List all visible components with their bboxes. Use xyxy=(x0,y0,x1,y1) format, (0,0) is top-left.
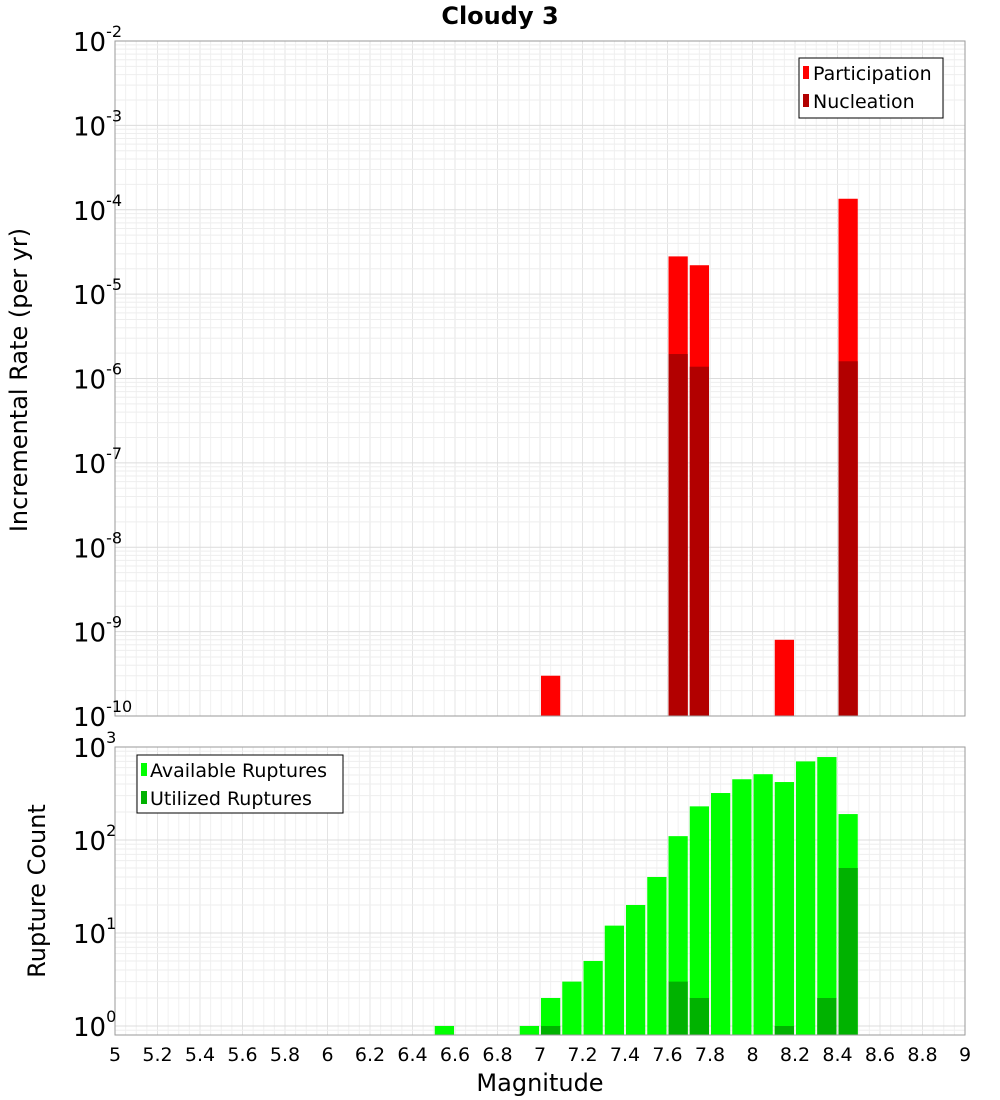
bottom-bar-utilized-ruptures xyxy=(774,1025,794,1035)
bottom-y-axis-label: Rupture Count xyxy=(23,804,51,978)
xtick-label: 6.2 xyxy=(355,1044,385,1066)
top-ytick-label: 10-9 xyxy=(73,613,122,649)
xtick-label: 5 xyxy=(109,1044,121,1066)
bottom-y-ticks: 100 101 102 103 xyxy=(73,728,116,1043)
top-plot-border xyxy=(114,40,966,717)
top-legend-box xyxy=(798,57,944,119)
bottom-legend-box xyxy=(136,754,344,814)
bottom-bar-utilized-ruptures xyxy=(689,997,709,1035)
xtick-label: 7.4 xyxy=(610,1044,640,1066)
x-axis-label: Magnitude xyxy=(476,1069,603,1097)
xtick-label: 5.4 xyxy=(185,1044,215,1066)
bottom-ytick-label: 101 xyxy=(73,914,116,950)
bottom-ytick-label: 103 xyxy=(73,728,116,764)
top-bar-nucleation xyxy=(689,366,709,716)
bottom-bar-available-ruptures xyxy=(519,1025,539,1035)
bottom-bar-available-ruptures xyxy=(434,1025,454,1035)
bottom-bar-utilized-ruptures xyxy=(817,997,837,1035)
xtick-label: 7 xyxy=(534,1044,546,1066)
legend-swatch-available xyxy=(141,763,147,776)
top-bars xyxy=(541,198,858,717)
bottom-bars xyxy=(434,757,858,1035)
top-grid xyxy=(114,40,966,717)
bottom-panel: 100 101 102 103 Rupture Count Available Rup… xyxy=(23,728,966,1043)
bottom-ytick-label: 102 xyxy=(73,821,116,857)
xtick-label: 6 xyxy=(321,1044,333,1066)
xtick-label: 6.4 xyxy=(397,1044,427,1066)
bottom-bar-available-ruptures xyxy=(796,761,816,1035)
xtick-label: 5.6 xyxy=(227,1044,257,1066)
xtick-label: 7.2 xyxy=(567,1044,597,1066)
bottom-plot-border xyxy=(114,746,966,1036)
top-ytick-label: 10-5 xyxy=(73,275,122,311)
bottom-bar-available-ruptures xyxy=(647,877,667,1035)
top-bar-nucleation xyxy=(668,354,688,716)
top-ytick-label: 10-8 xyxy=(73,528,122,564)
legend-swatch-nucleation xyxy=(803,94,809,107)
top-ytick-label: 10-2 xyxy=(73,22,122,58)
top-bar-nucleation xyxy=(838,361,858,716)
legend-label-nucleation: Nucleation xyxy=(813,91,915,113)
bottom-bar-available-ruptures xyxy=(774,782,794,1035)
top-ytick-label: 10-10 xyxy=(73,697,132,733)
top-ytick-label: 10-3 xyxy=(73,106,122,142)
xtick-label: 6.6 xyxy=(440,1044,470,1066)
legend-label-utilized: Utilized Ruptures xyxy=(150,788,312,810)
xtick-label: 8.4 xyxy=(822,1044,852,1066)
bottom-bar-utilized-ruptures xyxy=(541,1025,561,1035)
bottom-bar-available-ruptures xyxy=(626,904,646,1035)
xtick-label: 8.8 xyxy=(907,1044,937,1066)
legend-label-participation: Participation xyxy=(813,63,932,85)
top-ytick-label: 10-4 xyxy=(73,191,122,227)
bottom-legend: Available Ruptures Utilized Ruptures xyxy=(136,754,344,814)
bottom-bar-available-ruptures xyxy=(689,806,709,1035)
xtick-label: 9 xyxy=(959,1044,971,1066)
xtick-label: 8.6 xyxy=(865,1044,895,1066)
legend-swatch-participation xyxy=(803,66,809,79)
bottom-ytick-label: 100 xyxy=(73,1007,116,1043)
bottom-bar-available-ruptures xyxy=(541,997,561,1035)
chart-title: Cloudy 3 xyxy=(441,2,558,30)
bottom-bar-available-ruptures xyxy=(711,793,731,1035)
x-ticks: 5 5.2 5.4 5.6 5.8 6 6.2 6.4 6.6 6.8 7 7.2 7.4 7.6 7.8 8… xyxy=(109,1044,971,1066)
xtick-label: 7.6 xyxy=(652,1044,682,1066)
xtick-label: 5.8 xyxy=(270,1044,300,1066)
top-ytick-label: 10-7 xyxy=(73,444,122,480)
bottom-bar-available-ruptures xyxy=(604,925,624,1035)
xtick-label: 8 xyxy=(746,1044,758,1066)
xtick-label: 6.8 xyxy=(482,1044,512,1066)
top-y-ticks: 10-10 10-9 10-8 10-7 10-6 10-5 10-4 10-3 10-2 xyxy=(73,22,132,733)
bottom-bar-available-ruptures xyxy=(562,981,582,1035)
xtick-label: 8.2 xyxy=(780,1044,810,1066)
bottom-bar-available-ruptures xyxy=(817,757,837,1035)
legend-label-available: Available Ruptures xyxy=(150,760,327,782)
top-y-axis-label: Incremental Rate (per yr) xyxy=(5,228,33,532)
top-panel: 10-10 10-9 10-8 10-7 10-6 10-5 10-4 10-3 10-2 In… xyxy=(5,22,966,733)
xtick-label: 7.8 xyxy=(695,1044,725,1066)
top-ytick-label: 10-6 xyxy=(73,360,122,396)
bottom-bar-available-ruptures xyxy=(583,960,603,1035)
bottom-bar-available-ruptures xyxy=(732,779,752,1035)
bottom-bar-utilized-ruptures xyxy=(838,867,858,1035)
bottom-bar-available-ruptures xyxy=(753,774,773,1035)
top-bar-participation xyxy=(774,639,794,716)
legend-swatch-utilized xyxy=(141,791,147,804)
top-bar-participation xyxy=(541,675,561,716)
xtick-label: 5.2 xyxy=(142,1044,172,1066)
top-legend: Participation Nucleation xyxy=(798,57,944,119)
bottom-bar-utilized-ruptures xyxy=(668,981,688,1035)
